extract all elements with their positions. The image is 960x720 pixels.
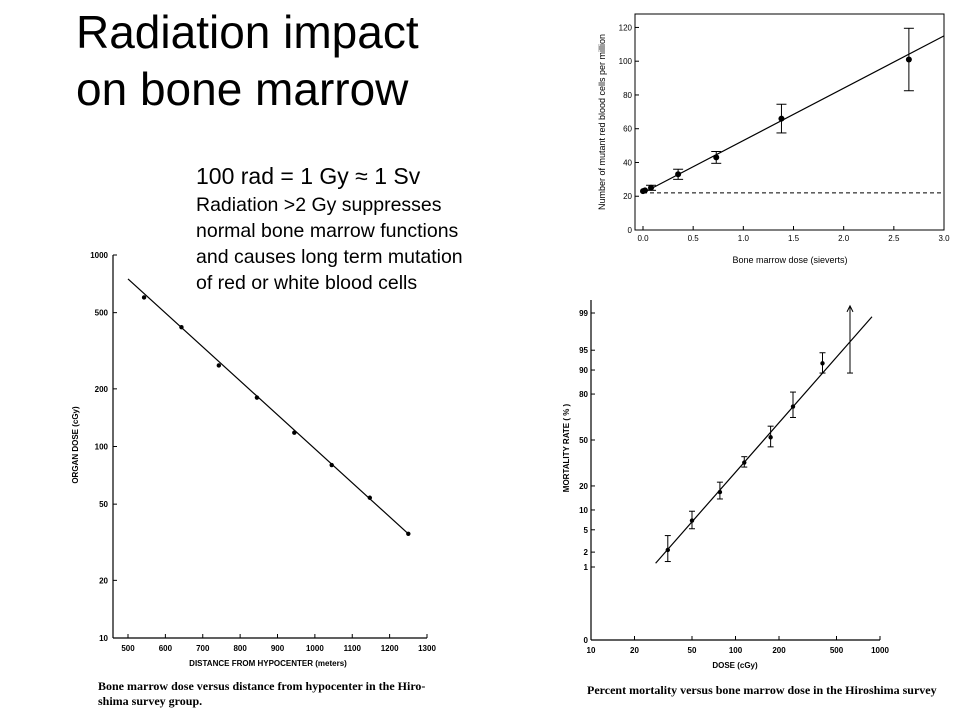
organ-x-tick-label: 1000 — [306, 644, 324, 653]
mortality-y-tick-label: 2 — [584, 548, 589, 557]
mutant-plot-frame — [634, 13, 945, 231]
organ-point — [406, 531, 411, 537]
mutant-point — [675, 171, 682, 178]
organ-y-tick-label: 20 — [99, 576, 108, 585]
organ-y-tick-label: 200 — [95, 385, 109, 394]
organ-point — [141, 295, 147, 300]
organ-chart: 10 20 50 100 200 500 1000 500 600 700 800 900 1000 11… — [71, 251, 436, 708]
mutant-point — [778, 115, 785, 122]
mortality-point — [742, 460, 747, 465]
organ-point — [254, 395, 260, 400]
mortality-point — [689, 518, 695, 523]
mortality-chart: 0 1 2 5 10 20 50 80 90 95 99 10 20 50 100 200 500 1000 DOS… — [562, 300, 937, 697]
mutant-point — [648, 184, 655, 191]
mutant-x-tick-label: 1.5 — [788, 234, 800, 243]
para-line-2: normal bone marrow functions — [196, 220, 459, 242]
mutant-y-axis-label: Number of mutant red blood cells per mil… — [597, 34, 607, 210]
mutant-x-tick-label: 0.0 — [637, 234, 649, 243]
mutant-y-tick-label: 100 — [619, 57, 633, 66]
organ-caption-line: shima survey group. — [98, 694, 202, 708]
para-line-3: and causes long term mutation — [196, 246, 463, 268]
organ-x-tick-label: 800 — [233, 644, 247, 653]
organ-x-tick-label: 900 — [271, 644, 285, 653]
mortality-x-tick-label: 1000 — [871, 646, 889, 655]
organ-x-tick-label: 1100 — [344, 644, 362, 653]
organ-x-tick-label: 500 — [121, 644, 135, 653]
mutant-y-tick-label: 20 — [623, 192, 632, 201]
para-line-1: Radiation >2 Gy suppresses — [196, 194, 442, 216]
mortality-y-axis-label: MORTALITY RATE ( % ) — [562, 403, 571, 492]
mortality-y-tick-label: 99 — [579, 309, 588, 318]
organ-y-tick-label: 50 — [99, 500, 108, 509]
organ-y-axis-label: ORGAN DOSE (cGy) — [71, 406, 80, 484]
mutant-point — [713, 154, 720, 161]
mortality-y-tick-label: 50 — [579, 436, 588, 445]
mutant-y-tick-label: 40 — [623, 158, 632, 167]
mutant-x-tick-label: 2.5 — [888, 234, 900, 243]
mortality-x-axis-label: DOSE (cGy) — [712, 661, 758, 670]
organ-y-tick-label: 100 — [95, 443, 109, 452]
mortality-x-tick-label: 500 — [830, 646, 844, 655]
mortality-fit-line — [655, 316, 873, 564]
mortality-y-tick-label: 1 — [584, 563, 589, 572]
organ-y-tick-label: 1000 — [90, 251, 108, 260]
organ-y-tick-label: 500 — [95, 309, 109, 318]
mortality-x-tick-label: 50 — [688, 646, 697, 655]
organ-point — [179, 324, 184, 330]
organ-x-axis-label: DISTANCE FROM HYPOCENTER (meters) — [189, 659, 347, 668]
organ-x-tick-label: 1200 — [381, 644, 399, 653]
dose-equation: 100 rad = 1 Gy ≈ 1 Sv — [196, 163, 421, 189]
mortality-y-tick-label: 20 — [579, 482, 588, 491]
mortality-y-tick-label: 90 — [579, 366, 588, 375]
mutant-y-tick-label: 120 — [619, 23, 633, 32]
para-line-4: of red or white blood cells — [196, 272, 418, 294]
organ-x-tick-label: 600 — [159, 644, 173, 653]
mutant-x-tick-label: 1.0 — [738, 234, 750, 243]
mutant-y-tick-label: 80 — [623, 91, 632, 100]
mortality-y-tick-label: 10 — [579, 506, 588, 515]
mutant-point — [905, 56, 912, 63]
mutant-x-tick-label: 3.0 — [938, 234, 950, 243]
mortality-point — [820, 361, 825, 366]
mortality-x-tick-label: 20 — [630, 646, 639, 655]
organ-x-tick-label: 1300 — [418, 644, 436, 653]
title-line-2: on bone marrow — [76, 63, 409, 115]
mortality-caption: Percent mortality versus bone marrow dos… — [587, 683, 937, 697]
mortality-y-tick-label: 0 — [584, 636, 589, 645]
mortality-y-tick-label: 95 — [579, 346, 588, 355]
mutant-x-tick-label: 2.0 — [838, 234, 850, 243]
mutant-y-tick-label: 0 — [628, 226, 633, 235]
organ-point — [292, 430, 297, 435]
organ-fit-line — [127, 278, 409, 535]
slide-title: Radiation impact on bone marrow — [76, 4, 419, 118]
mutant-chart: 0.0 0.5 1.0 1.5 2.0 2.5 3.0 0 20 40 60 80 100 120 Bone… — [597, 13, 950, 265]
mortality-point — [790, 404, 796, 409]
mutant-point — [642, 187, 649, 194]
mortality-point — [717, 489, 723, 495]
mutant-fit-line — [642, 35, 945, 194]
organ-point — [216, 363, 222, 368]
mortality-x-tick-label: 100 — [729, 646, 743, 655]
mortality-y-tick-label: 5 — [584, 526, 589, 535]
mortality-point — [768, 435, 773, 440]
organ-y-tick-label: 10 — [99, 634, 108, 643]
mortality-x-tick-label: 200 — [772, 646, 786, 655]
organ-point — [367, 495, 373, 500]
organ-point — [329, 462, 334, 468]
mortality-point — [665, 547, 670, 553]
organ-caption-line: Bone marrow dose versus distance from hy… — [98, 679, 425, 693]
mutant-x-tick-label: 0.5 — [688, 234, 700, 243]
mutant-x-axis-label: Bone marrow dose (sieverts) — [732, 255, 847, 265]
mortality-x-tick-label: 10 — [587, 646, 596, 655]
mortality-error-arrow — [846, 304, 854, 313]
bullet-text: 100 rad = 1 Gy ≈ 1 Sv Radiation >2 Gy su… — [196, 160, 463, 296]
mutant-y-tick-label: 60 — [623, 125, 632, 134]
mortality-y-tick-label: 80 — [579, 390, 588, 399]
organ-x-tick-label: 700 — [196, 644, 210, 653]
title-line-1: Radiation impact — [76, 6, 419, 58]
